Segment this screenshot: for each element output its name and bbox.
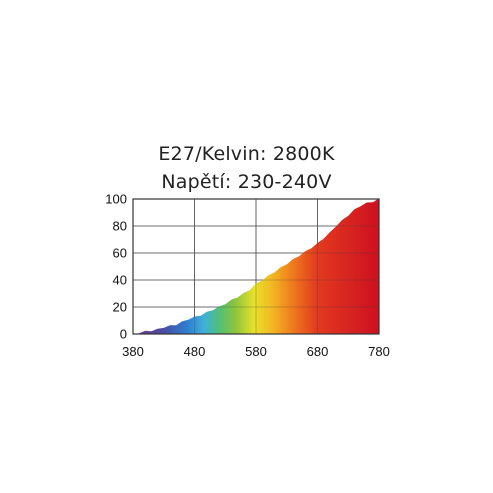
spectrum-area <box>139 198 379 334</box>
x-tick-label-780: 780 <box>368 344 390 359</box>
y-tick-label-60: 60 <box>113 246 127 261</box>
chart-title-block: E27/Kelvin: 2800K Napětí: 230-240V <box>0 140 493 196</box>
y-tick-label-0: 0 <box>120 327 127 342</box>
x-tick-label-380: 380 <box>122 344 144 359</box>
y-tick-label-40: 40 <box>113 273 127 288</box>
y-tick-label-80: 80 <box>113 219 127 234</box>
plot-area: 0 20 40 60 80 100 380 480 580 680 780 <box>105 192 390 360</box>
x-tick-label-480: 480 <box>184 344 206 359</box>
y-tick-label-100: 100 <box>105 192 127 207</box>
y-tick-label-20: 20 <box>113 300 127 315</box>
chart-title-voltage: Napětí: 230-240V <box>161 171 332 193</box>
chart-title-kelvin: E27/Kelvin: 2800K <box>158 143 335 165</box>
x-tick-label-680: 680 <box>307 344 329 359</box>
x-tick-label-580: 580 <box>245 344 267 359</box>
plot-frame <box>132 198 380 335</box>
